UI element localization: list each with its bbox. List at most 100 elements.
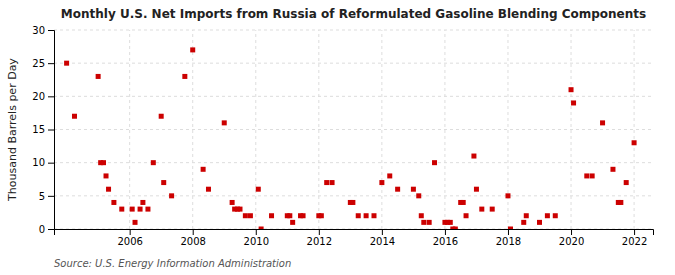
point	[206, 187, 211, 192]
tick-mark	[48, 130, 54, 131]
tick-label: 15	[32, 124, 45, 135]
point	[243, 213, 248, 218]
point	[508, 227, 513, 230]
grid-line-y	[54, 30, 653, 31]
point	[569, 87, 574, 92]
point	[140, 200, 145, 205]
point	[471, 154, 476, 159]
point	[96, 74, 101, 79]
y-axis-line	[48, 31, 55, 230]
point	[169, 193, 174, 198]
point	[421, 220, 426, 225]
point	[72, 114, 77, 119]
tick-label: 25	[32, 58, 45, 69]
point	[427, 220, 432, 225]
point	[182, 74, 187, 79]
y-axis: 051015202530	[32, 25, 54, 235]
tick: 2022	[622, 229, 647, 247]
tick-mark	[571, 229, 572, 235]
point	[395, 187, 400, 192]
x-axis-line	[55, 230, 654, 236]
tick-mark	[130, 229, 131, 235]
grid-line-y	[54, 195, 653, 196]
tick-mark	[445, 229, 446, 235]
point	[161, 180, 166, 185]
point	[269, 213, 274, 218]
point	[350, 200, 355, 205]
tick-label: 2014	[370, 236, 395, 247]
point	[190, 47, 195, 52]
point	[464, 213, 469, 218]
tick-label: 2020	[559, 236, 584, 247]
point	[222, 120, 227, 125]
tick-mark	[48, 96, 54, 97]
point	[145, 207, 150, 212]
point	[387, 173, 392, 178]
point	[553, 213, 558, 218]
tick: 15	[32, 124, 54, 135]
point	[259, 227, 264, 230]
point	[106, 187, 111, 192]
y-axis-title: Thousand Barrels per Day	[6, 58, 19, 202]
point	[319, 213, 324, 218]
tick-mark	[319, 229, 320, 235]
tick-mark	[48, 163, 54, 164]
point	[545, 213, 550, 218]
grid-line-x	[129, 30, 130, 229]
tick-label: 2018	[496, 236, 521, 247]
point	[119, 207, 124, 212]
point	[248, 213, 253, 218]
point	[419, 213, 424, 218]
tick-mark	[634, 229, 635, 235]
tick-mark	[48, 63, 54, 64]
tick: 25	[32, 58, 54, 69]
point	[330, 180, 335, 185]
tick: 2018	[496, 229, 521, 247]
tick-mark	[48, 196, 54, 197]
tick: 2010	[244, 229, 269, 247]
title: Monthly U.S. Net Imports from Russia of …	[61, 7, 646, 21]
grid-line-y	[54, 162, 653, 163]
point	[432, 160, 437, 165]
grid-line-y	[54, 63, 653, 64]
point	[159, 114, 164, 119]
point	[256, 187, 261, 192]
point	[290, 220, 295, 225]
tick-label: 2010	[244, 236, 269, 247]
point	[461, 200, 466, 205]
tick: 2020	[559, 229, 584, 247]
tick-label: 2022	[622, 236, 647, 247]
tick-mark	[193, 229, 194, 235]
tick: 2008	[180, 229, 205, 247]
point	[537, 220, 542, 225]
point	[624, 180, 629, 185]
point	[632, 140, 637, 145]
point	[104, 173, 109, 178]
point	[571, 100, 576, 105]
tick-mark	[256, 229, 257, 235]
point	[505, 193, 510, 198]
tick-label: 30	[32, 25, 45, 36]
chart: 2006200820102012201420162018202020220510…	[0, 0, 675, 275]
point	[324, 180, 329, 185]
point	[618, 200, 623, 205]
grid-line-x	[507, 30, 508, 229]
grid-line-x	[381, 30, 382, 229]
annotation: Source: U.S. Energy Information Administ…	[54, 258, 291, 269]
point	[416, 193, 421, 198]
tick-label: 5	[39, 191, 45, 202]
point	[448, 220, 453, 225]
tick-label: 2006	[117, 236, 142, 247]
point	[521, 220, 526, 225]
tick-mark	[382, 229, 383, 235]
point	[474, 187, 479, 192]
point	[130, 207, 135, 212]
tick-mark	[48, 30, 54, 31]
point	[301, 213, 306, 218]
grid-line-x	[634, 30, 635, 229]
tick-label: 2008	[180, 236, 205, 247]
point	[524, 213, 529, 218]
point	[138, 207, 143, 212]
point	[490, 207, 495, 212]
grid-line-y	[54, 129, 653, 130]
